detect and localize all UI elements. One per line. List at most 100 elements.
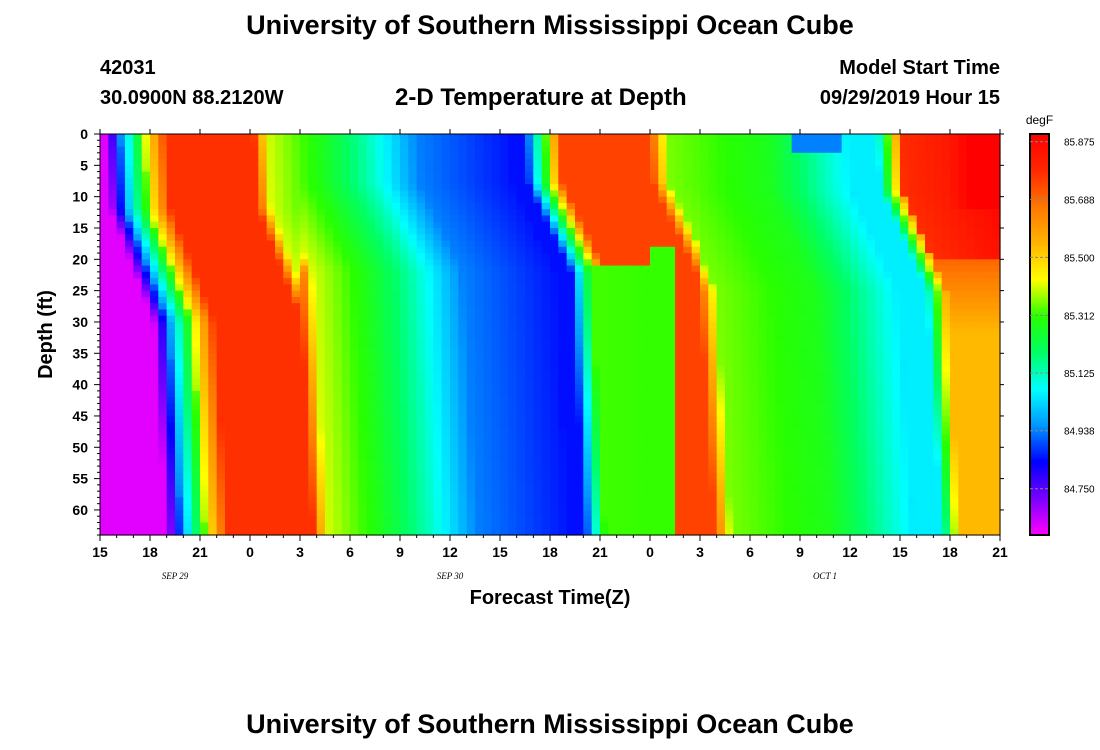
heat-cell [283,453,293,461]
heat-cell [675,159,684,166]
heat-cell [675,184,684,191]
heat-cell [233,516,243,524]
heat-cell [108,491,118,499]
heat-cell [408,422,418,430]
heat-cell [233,240,243,248]
heat-cell [700,409,709,417]
heat-cell [258,315,268,323]
heat-cell [691,365,701,373]
heat-cell [375,290,384,298]
heat-cell [725,215,734,223]
heat-cell [208,234,218,242]
heat-cell [716,271,726,279]
heat-cell [700,184,709,191]
heat-cell [633,378,643,386]
heat-cell [716,365,726,373]
heat-cell [650,359,659,367]
heat-cell [725,190,734,198]
heat-cell [550,215,559,223]
heat-cell [225,466,234,473]
heat-cell [166,303,176,311]
heat-cell [183,177,193,185]
heat-cell [408,390,418,398]
heat-cell [183,309,193,317]
heat-cell [666,497,676,505]
heat-cell [141,140,151,148]
heat-cell [600,447,609,455]
heat-cell [125,459,134,467]
heat-cell [225,509,234,517]
heat-cell [233,503,243,511]
heat-cell [541,140,551,148]
heat-cell [133,240,143,248]
heat-cell [366,503,376,511]
heat-cell [241,522,251,530]
heat-cell [150,409,159,417]
heat-cell [141,265,151,273]
heat-cell [141,478,151,486]
heat-cell [441,278,451,285]
heat-cell [641,246,651,254]
heat-cell [550,447,559,455]
heat-cell [258,528,268,536]
heat-cell [208,484,218,492]
heat-cell [525,184,534,191]
heat-cell [266,340,276,348]
heat-cell [225,403,234,411]
heat-cell [266,353,276,361]
heat-cell [175,278,184,285]
heat-cell [516,246,526,254]
heat-cell [625,334,634,342]
heat-cell [491,278,501,285]
heat-cell [283,478,293,486]
heat-cell [158,434,168,442]
heat-cell [175,209,184,217]
heat-cell [158,353,168,361]
heat-cell [566,165,576,173]
heat-cell [325,390,334,398]
heat-cell [541,246,551,254]
heat-cell [433,253,443,260]
heat-cell [316,303,326,311]
heat-cell [216,359,226,367]
heat-cell [616,359,626,367]
heat-cell [550,177,559,185]
heat-cell [516,296,526,304]
heat-cell [391,334,401,342]
heat-cell [266,284,276,292]
heat-cell [383,321,393,329]
heat-cell [625,340,634,348]
heat-cell [283,152,293,160]
heat-cell [650,497,659,505]
heat-cell [525,227,534,235]
heat-cell [241,146,251,154]
heat-cell [583,466,593,473]
heat-cell [466,422,476,430]
heat-cell [741,466,751,473]
heat-cell [708,253,718,260]
heat-cell [366,315,376,323]
heat-cell [208,190,218,198]
heat-cell [275,271,284,279]
heat-cell [233,509,243,517]
heat-cell [525,378,534,386]
heat-cell [166,503,176,511]
heat-cell [541,340,551,348]
heat-cell [550,134,559,141]
heat-cell [475,140,484,148]
heat-cell [575,227,584,235]
heat-cell [433,165,443,173]
heat-cell [341,227,351,235]
heat-cell [475,159,484,166]
heat-cell [491,466,501,473]
heat-cell [341,447,351,455]
heat-cell [283,303,293,311]
heat-cell [741,134,751,141]
heat-cell [150,259,159,267]
heat-cell [441,290,451,298]
heat-cell [108,340,118,348]
heat-cell [250,528,259,536]
heat-cell [233,372,243,379]
heat-cell [441,303,451,311]
heat-cell [383,221,393,229]
